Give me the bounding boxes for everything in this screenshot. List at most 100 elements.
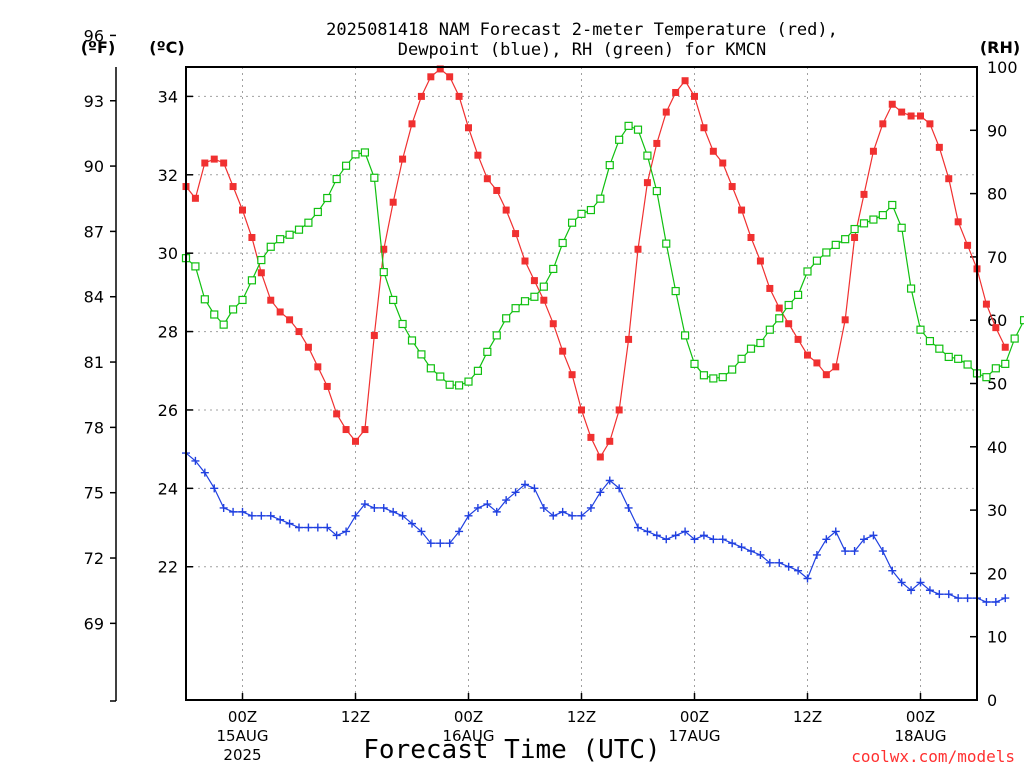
- rh-series-point: [520, 297, 530, 306]
- dewpoint-series-point: [699, 531, 708, 540]
- temperature-series-point: [643, 179, 651, 187]
- rh-series-point: [888, 200, 897, 210]
- celsius-tick-label: 26: [158, 401, 178, 420]
- rh-series-point: [210, 310, 219, 319]
- temperature-series-point: [766, 284, 774, 292]
- fahrenheit-tick-label: 78: [84, 418, 104, 437]
- celsius-ticks: 34 32 30 28 26 24 22: [158, 87, 193, 577]
- dewpoint-series-point: [624, 503, 633, 512]
- time-tick-label: 00Z: [906, 708, 935, 726]
- dewpoint-series-point: [313, 523, 322, 532]
- rh-series-point: [812, 256, 822, 265]
- temperature-series-point: [380, 245, 388, 253]
- temperature-series-point: [653, 139, 661, 147]
- temperature-series-point: [615, 406, 623, 414]
- temperature-series-point: [502, 206, 510, 214]
- temperature-series-point: [672, 88, 680, 96]
- temperature-series-point: [352, 437, 359, 445]
- dewpoint-series-point: [747, 547, 755, 556]
- rh-series-point: [775, 314, 784, 323]
- rh-series-point: [662, 239, 671, 248]
- temperature-series-point: [257, 269, 265, 277]
- rh-series-point: [341, 161, 351, 170]
- rh-tick-label: 90: [987, 121, 1007, 140]
- celsius-tick-label: 28: [158, 323, 178, 342]
- dewpoint-series-point: [342, 527, 351, 536]
- temperature-series-point: [926, 120, 934, 128]
- rh-series-point: [313, 207, 322, 217]
- temperature-series-point: [860, 190, 868, 198]
- rh-series-point: [1010, 334, 1019, 343]
- rh-tick-label: 0: [987, 691, 997, 710]
- temperature-series-point: [662, 108, 670, 116]
- fahrenheit-tick-label: 84: [84, 288, 104, 307]
- temperature-series-point: [239, 206, 246, 214]
- dewpoint-series-point: [464, 511, 473, 520]
- temperature-series-point: [399, 155, 407, 163]
- dewpoint-series-point: [191, 456, 200, 465]
- dewpoint-series-point: [925, 586, 934, 595]
- rh-series-point: [652, 186, 661, 196]
- temperature-series-point: [851, 233, 859, 241]
- dewpoint-series-point: [737, 543, 746, 552]
- rh-series-point: [567, 218, 577, 227]
- rh-series-point: [605, 161, 614, 170]
- chart-subtitle: Dewpoint (blue), RH (green) for KMCN: [398, 40, 766, 60]
- rh-series-point: [285, 230, 294, 239]
- fahrenheit-tick-label: 69: [84, 614, 104, 633]
- temperature-series-point: [323, 382, 331, 390]
- temperature-series-point: [822, 371, 830, 379]
- rh-series-point: [954, 354, 963, 363]
- rh-tick-label: 70: [987, 248, 1007, 267]
- time-tick-label: 12Z: [793, 708, 822, 726]
- fahrenheit-unit-label: (ºF): [81, 38, 116, 57]
- time-tick-date: 17AUG: [669, 727, 721, 745]
- rh-tick-label: 60: [987, 311, 1007, 330]
- dewpoint-series-point: [690, 535, 699, 544]
- dewpoint-series-point: [473, 503, 482, 512]
- rh-tick-label: 50: [987, 375, 1007, 394]
- dewpoint-series-point: [408, 519, 416, 528]
- dewpoint-series-point: [360, 500, 369, 509]
- temperature-series-point: [813, 359, 821, 367]
- celsius-tick-label: 22: [158, 558, 178, 577]
- rh-series-point: [690, 359, 699, 368]
- rh-series-point: [228, 305, 238, 314]
- dewpoint-series-point: [605, 476, 614, 485]
- temperature-series-point: [719, 159, 727, 167]
- rh-series-point: [615, 135, 624, 144]
- rh-tick-label: 10: [987, 628, 1007, 647]
- temperature-series-point: [625, 335, 633, 343]
- dewpoint-series-point: [963, 594, 972, 603]
- credit-text: coolwx.com/models: [851, 747, 1015, 766]
- temperature-series-point: [474, 151, 482, 159]
- temperature-series-point: [681, 77, 689, 85]
- rh-series-point: [897, 223, 906, 232]
- temperature-series-point: [794, 335, 802, 343]
- dewpoint-series-point: [445, 539, 454, 548]
- rh-tick-label: 40: [987, 438, 1007, 457]
- dewpoint-series-point: [483, 500, 492, 509]
- rh-series-point: [276, 235, 285, 244]
- temperature-series-point: [898, 108, 906, 116]
- rh-series-point: [530, 292, 539, 301]
- temperature-series-point: [389, 198, 397, 206]
- temperature-series-point: [578, 406, 585, 414]
- dewpoint-series-point: [935, 590, 944, 599]
- rh-series-point: [596, 194, 605, 203]
- dewpoint-series-point: [812, 550, 821, 559]
- rh-series-point: [624, 121, 633, 130]
- celsius-tick-label: 24: [158, 479, 178, 498]
- dewpoint-series-point: [219, 503, 228, 512]
- rh-series-point: [247, 276, 257, 285]
- temperature-series-line: [185, 68, 1006, 459]
- dewpoint-series-point: [662, 535, 671, 544]
- fahrenheit-tick-label: 75: [84, 484, 104, 503]
- temperature-series-point: [267, 296, 275, 304]
- dewpoint-series-point: [850, 547, 859, 556]
- temperature-series-point: [333, 410, 341, 418]
- rh-series-point: [1001, 359, 1010, 368]
- rh-series-point: [728, 365, 737, 374]
- fahrenheit-tick-label: 87: [84, 222, 104, 241]
